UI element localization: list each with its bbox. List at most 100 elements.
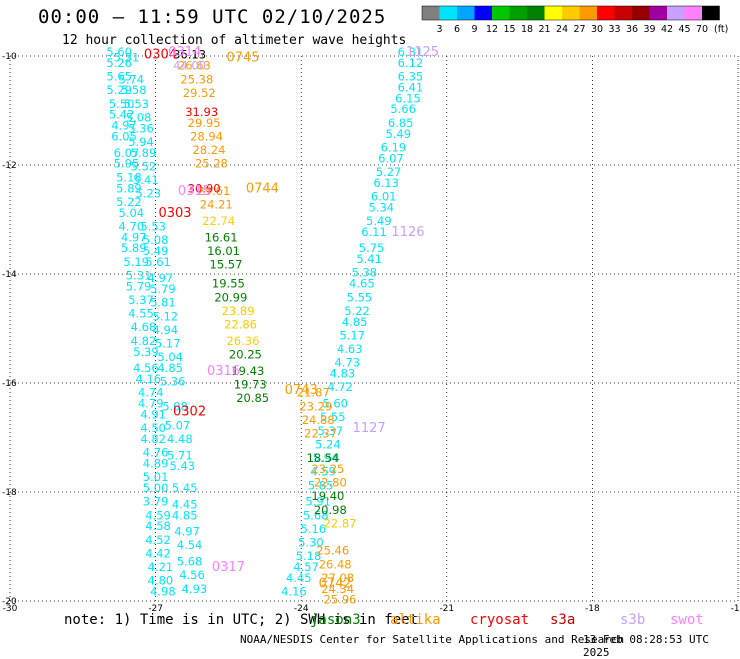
wave-height-label: 4.16 xyxy=(136,372,162,386)
legend-cryosat: cryosat xyxy=(470,612,530,628)
wave-height-label: 4.93 xyxy=(182,582,208,596)
wave-height-label: 5.53 xyxy=(123,97,149,111)
y-tick-label: -10 xyxy=(2,52,17,62)
x-tick-label: -27 xyxy=(148,604,163,614)
wave-height-label: 4.45 xyxy=(172,497,198,511)
wave-height-label: 5.85 xyxy=(308,478,334,492)
color-scale-swatch xyxy=(422,6,440,20)
wave-height-label: 4.58 xyxy=(145,519,171,533)
wave-height-label: 4.21 xyxy=(148,560,174,574)
x-tick-label: -24 xyxy=(294,604,309,614)
x-tick-label: -18 xyxy=(585,604,600,614)
wave-height-label: 27.08 xyxy=(321,571,354,585)
color-scale-swatch xyxy=(474,6,492,20)
wave-height-label: 5.07 xyxy=(165,418,191,432)
wave-height-label: 4.56 xyxy=(133,361,159,375)
y-tick-label: -12 xyxy=(2,161,17,171)
wave-height-label: 20.99 xyxy=(214,290,247,304)
wave-height-label: 5.79 xyxy=(150,282,176,296)
wave-height-label: 20.85 xyxy=(236,391,269,405)
wave-height-label: 25.28 xyxy=(195,157,228,171)
wave-height-label: 4.85 xyxy=(172,508,198,522)
wave-height-label: 26.63 xyxy=(178,59,211,73)
wave-height-label: 4.97 xyxy=(148,271,174,285)
wave-height-label: 5.24 xyxy=(315,437,341,451)
wave-height-label: 4.65 xyxy=(349,277,375,291)
pass-time-label: 0314 xyxy=(168,45,201,60)
x-tick-label: -15 xyxy=(731,604,740,614)
wave-height-label: 5.91 xyxy=(305,495,331,509)
wave-height-label: 5.30 xyxy=(298,536,324,550)
color-scale-swatch xyxy=(492,6,510,20)
wave-height-label: 6.07 xyxy=(114,146,140,160)
wave-height-label: 4.97 xyxy=(111,119,137,133)
wave-height-label: 5.12 xyxy=(153,309,179,323)
color-scale-label: 24 xyxy=(556,24,568,35)
wave-height-label: 44.00 xyxy=(173,59,206,73)
wave-height-label: 23.25 xyxy=(311,462,344,476)
wave-height-label: 4.91 xyxy=(140,407,166,421)
color-scale-label: 36 xyxy=(626,24,638,35)
wave-height-label: 26.48 xyxy=(319,557,352,571)
wave-height-label: 5.55 xyxy=(320,410,346,424)
legend-jason3: jason3 xyxy=(310,612,361,628)
wave-height-label: 5.23 xyxy=(136,187,162,201)
page-title: 00:00 – 11:59 UTC 02/10/2025 xyxy=(38,6,387,28)
wave-height-label: 5.37 xyxy=(128,293,154,307)
wave-height-label: 4.52 xyxy=(145,533,171,547)
wave-height-label: 4.73 xyxy=(335,356,361,370)
pass-time-label: 1125 xyxy=(406,45,439,60)
wave-height-label: 5.68 xyxy=(303,508,329,522)
wave-height-label: 4.97 xyxy=(121,230,147,244)
wave-height-label: 4.80 xyxy=(148,574,174,588)
wave-height-label: 5.89 xyxy=(131,146,157,160)
wave-height-label: 36.13 xyxy=(173,48,206,62)
wave-height-label: 6.11 xyxy=(361,225,387,239)
wave-height-label: 4.57 xyxy=(293,560,319,574)
color-scale-label: 18 xyxy=(521,24,533,35)
wave-height-label: 5.66 xyxy=(390,102,416,116)
wave-height-label: 5.36 xyxy=(128,121,154,135)
pass-time-label: 0316 xyxy=(207,364,240,379)
color-scale-label: 3 xyxy=(436,24,442,35)
wave-height-label: 4.89 xyxy=(143,456,169,470)
wave-height-label: 4.74 xyxy=(138,386,164,400)
wave-height-label: 5.89 xyxy=(116,181,142,195)
y-tick-label: -18 xyxy=(2,488,17,498)
color-scale-swatch xyxy=(632,6,650,20)
color-scale-swatch xyxy=(597,6,615,20)
color-scale-label: 12 xyxy=(486,24,498,35)
footer-note: note: 1) Time is in UTC; 2) SWH is in fe… xyxy=(64,612,419,628)
wave-height-label: 5.34 xyxy=(368,200,394,214)
wave-height-label: 5.60 xyxy=(106,45,132,59)
wave-height-label: 31.93 xyxy=(185,105,218,119)
color-scale-unit: (ft) xyxy=(714,24,728,35)
wave-height-label: 5.41 xyxy=(356,252,382,266)
wave-height-label: 5.81 xyxy=(150,296,176,310)
wave-height-label: 18.54 xyxy=(307,451,340,465)
wave-height-label: 5.39 xyxy=(133,345,159,359)
x-tick-label: -30 xyxy=(3,604,18,614)
legend-s3b: s3b xyxy=(620,612,646,628)
wave-height-label: 23.89 xyxy=(222,304,255,318)
color-scale-bar: 3 6 9 12 15 18 21 24 27 30 33 36 39 42 45 70 (ft) xyxy=(421,5,728,35)
wave-height-label: 5.16 xyxy=(301,522,327,536)
pass-time-label: 0744 xyxy=(246,181,279,196)
pass-time-label: 1127 xyxy=(353,421,386,436)
wave-height-label: 5.19 xyxy=(123,255,149,269)
wave-height-label: 4.98 xyxy=(150,585,176,599)
wave-height-label: 24.34 xyxy=(321,582,354,596)
color-scale-swatch xyxy=(509,6,527,20)
wave-height-label: 5.22 xyxy=(344,304,370,318)
wave-height-label: 22.87 xyxy=(324,516,357,530)
wave-height-label: 4.82 xyxy=(131,334,157,348)
color-scale-swatch xyxy=(702,6,720,20)
wave-height-label: 4.50 xyxy=(140,421,166,435)
y-tick-label: -16 xyxy=(2,379,17,389)
wave-height-label: 5.18 xyxy=(116,170,142,184)
wave-height-label: 4.42 xyxy=(145,546,171,560)
color-scale-label: 33 xyxy=(608,24,620,35)
wave-height-label: 6.05 xyxy=(111,129,137,143)
